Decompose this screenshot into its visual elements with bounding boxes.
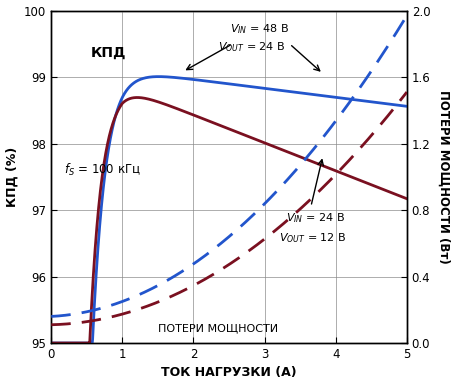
- Text: $V_{IN}$ = 24 В: $V_{IN}$ = 24 В: [285, 211, 344, 225]
- Text: КПД: КПД: [90, 46, 126, 60]
- Y-axis label: КПД (%): КПД (%): [5, 147, 19, 207]
- X-axis label: ТОК НАГРУЗКИ (А): ТОК НАГРУЗКИ (А): [161, 367, 296, 380]
- Text: $V_{OUT}$ = 24 В: $V_{OUT}$ = 24 В: [218, 40, 285, 54]
- Y-axis label: ПОТЕРИ МОЩНОСТИ (Вт): ПОТЕРИ МОЩНОСТИ (Вт): [436, 90, 450, 264]
- Text: $f_S$ = 100 кГц: $f_S$ = 100 кГц: [64, 161, 141, 177]
- Text: $V_{OUT}$ = 12 В: $V_{OUT}$ = 12 В: [278, 231, 345, 244]
- Text: $V_{IN}$ = 48 В: $V_{IN}$ = 48 В: [230, 22, 289, 36]
- Text: ПОТЕРИ МОЩНОСТИ: ПОТЕРИ МОЩНОСТИ: [157, 323, 278, 333]
